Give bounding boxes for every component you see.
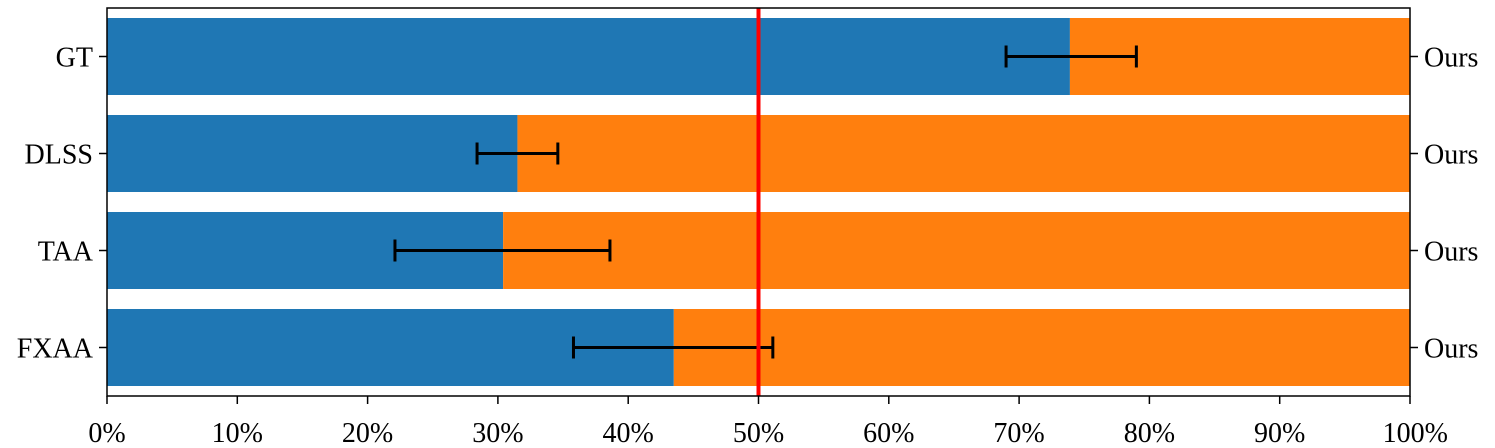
y-tick-label-right-2: Ours bbox=[1424, 140, 1478, 171]
x-axis: 0% 10% 20% 30% 40% 50% 60% 70% 80% 90% 100% bbox=[88, 396, 1448, 448]
y-tick-label-right-3: Ours bbox=[1424, 237, 1478, 268]
y-axis-right: Ours Ours Ours Ours bbox=[1410, 43, 1478, 365]
y-tick-label-dlss: DLSS bbox=[25, 140, 93, 171]
y-tick-label-fxaa: FXAA bbox=[17, 334, 94, 365]
error-bars-layer bbox=[393, 45, 1138, 359]
x-tick-label-1: 10% bbox=[212, 418, 263, 448]
y-tick-label-right-1: Ours bbox=[1424, 43, 1478, 74]
y-tick-label-taa: TAA bbox=[38, 237, 94, 268]
bar-fxaa-series-2 bbox=[673, 309, 1410, 386]
y-axis-left: GT DLSS TAA FXAA bbox=[17, 43, 107, 365]
x-tick-label-10: 100% bbox=[1383, 418, 1448, 448]
bar-taa-series-2 bbox=[503, 212, 1410, 289]
bar-dlss-series-1 bbox=[107, 115, 518, 192]
x-tick-label-6: 60% bbox=[863, 418, 914, 448]
bar-gt-series-1 bbox=[107, 18, 1070, 95]
x-tick-label-2: 20% bbox=[342, 418, 393, 448]
bars-layer bbox=[107, 18, 1410, 386]
x-tick-label-4: 40% bbox=[603, 418, 654, 448]
x-tick-label-7: 70% bbox=[993, 418, 1044, 448]
x-tick-label-5: 50% bbox=[733, 418, 784, 448]
x-tick-label-8: 80% bbox=[1124, 418, 1175, 448]
x-tick-label-3: 30% bbox=[472, 418, 523, 448]
x-tick-label-0: 0% bbox=[88, 418, 125, 448]
x-tick-label-9: 90% bbox=[1254, 418, 1305, 448]
y-tick-label-gt: GT bbox=[56, 43, 93, 74]
bar-dlss-series-2 bbox=[517, 115, 1410, 192]
y-tick-label-right-4: Ours bbox=[1424, 334, 1478, 365]
